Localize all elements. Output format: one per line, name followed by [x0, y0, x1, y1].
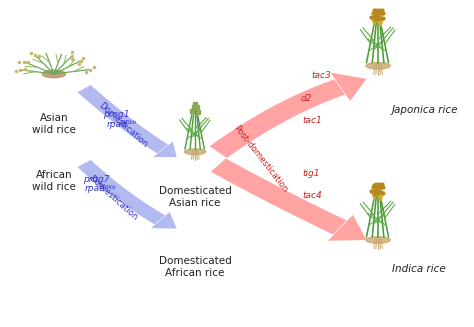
Text: prog1: prog1 — [103, 110, 130, 119]
Text: tig1: tig1 — [302, 169, 320, 178]
Text: Domestication: Domestication — [97, 101, 150, 149]
Text: Domesticated
Asian rice: Domesticated Asian rice — [159, 186, 232, 208]
Text: rpad: rpad — [106, 120, 127, 129]
Polygon shape — [153, 141, 177, 157]
Text: 110kb: 110kb — [120, 120, 137, 125]
Text: Domesticated
African rice: Domesticated African rice — [159, 256, 232, 278]
Polygon shape — [77, 160, 165, 224]
Text: tac1: tac1 — [302, 116, 322, 125]
Text: Japonica rice: Japonica rice — [392, 105, 458, 115]
Text: prog7: prog7 — [83, 175, 109, 184]
Polygon shape — [78, 85, 168, 153]
Text: 113Kb: 113Kb — [99, 185, 117, 190]
Text: Post-domestication: Post-domestication — [232, 124, 290, 195]
Ellipse shape — [42, 70, 65, 78]
Polygon shape — [331, 73, 366, 101]
Text: rpad: rpad — [85, 184, 106, 194]
Text: Domestication: Domestication — [87, 174, 139, 222]
Text: Asian
wild rice: Asian wild rice — [32, 113, 76, 135]
Polygon shape — [328, 215, 366, 241]
Ellipse shape — [366, 237, 390, 243]
Polygon shape — [211, 159, 346, 234]
Ellipse shape — [366, 62, 390, 69]
Polygon shape — [151, 212, 177, 229]
Ellipse shape — [184, 149, 206, 155]
Polygon shape — [210, 79, 345, 158]
Text: tac4: tac4 — [302, 191, 322, 200]
Text: African
wild rice: African wild rice — [32, 170, 76, 192]
Text: Indica rice: Indica rice — [392, 264, 446, 274]
Text: tac3: tac3 — [312, 72, 332, 80]
Text: d2: d2 — [301, 94, 312, 103]
